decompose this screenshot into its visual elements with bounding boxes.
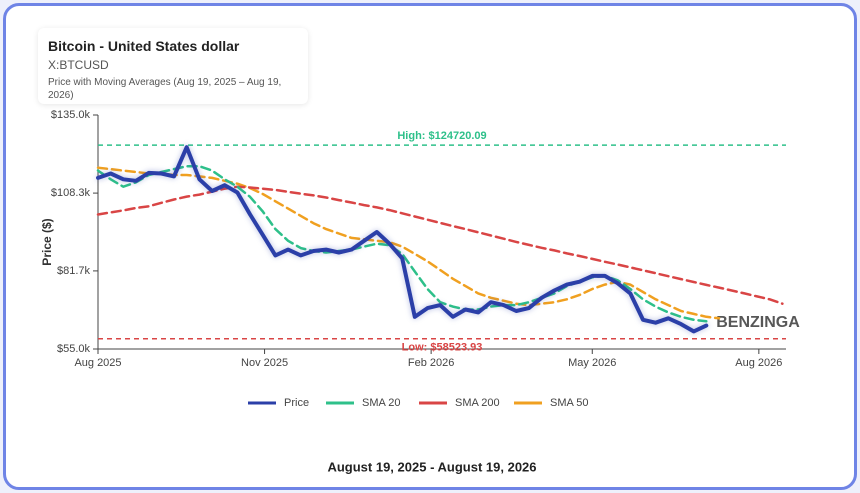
x-tick-label: May 2026 xyxy=(568,357,616,369)
series-line xyxy=(96,145,709,334)
footer: August 19, 2025 - August 19, 2026 xyxy=(327,459,536,474)
x-tick-label: Aug 2025 xyxy=(74,357,121,369)
series-line xyxy=(96,164,708,323)
title-card: Bitcoin - United States dollar X:BTCUSD … xyxy=(38,28,308,104)
series-line xyxy=(96,185,784,305)
legend-label: SMA 50 xyxy=(550,397,589,409)
x-tick-label: Feb 2026 xyxy=(408,357,454,369)
frame: Price ($) August 19, 2025 - August 19, 2… xyxy=(3,3,857,490)
y-axis-title: Price ($) xyxy=(40,218,54,265)
legend-label: SMA 200 xyxy=(455,397,500,409)
symbol: X:BTCUSD xyxy=(48,58,109,72)
x-tick-label: Nov 2025 xyxy=(241,357,288,369)
reference-label: Low: $58523.93 xyxy=(402,342,483,354)
legend-label: SMA 20 xyxy=(362,397,401,409)
chart: Price ($) August 19, 2025 - August 19, 2… xyxy=(40,109,800,475)
watermark: BENZINGA xyxy=(716,314,800,331)
reference-label: High: $124720.09 xyxy=(397,130,486,142)
x-tick-label: Aug 2026 xyxy=(735,357,782,369)
y-tick-label: $81.7k xyxy=(57,265,91,277)
y-tick-label: $108.3k xyxy=(51,187,91,199)
subtitle: Price with Moving Averages (Aug 19, 2025… xyxy=(48,77,282,101)
y-tick-label: $135.0k xyxy=(51,109,91,121)
chart-title: Bitcoin - United States dollar xyxy=(48,38,240,54)
y-tick-label: $55.0k xyxy=(57,343,91,355)
legend-label: Price xyxy=(284,397,309,409)
